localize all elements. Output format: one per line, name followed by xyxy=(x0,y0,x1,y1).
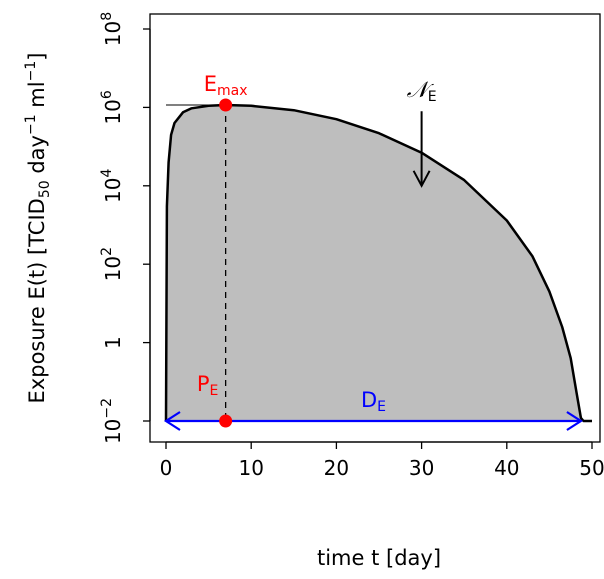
y-tick-label: 104 xyxy=(99,169,125,203)
duration-label: DE xyxy=(361,388,386,415)
y-axis-label: Exposure E(t) [TCID50 day−1 ml−1] xyxy=(23,53,53,404)
peak-time-label: PE xyxy=(197,372,219,399)
y-label-close: ] xyxy=(25,53,49,61)
y-tick-base: 10 xyxy=(101,99,125,124)
x-tick-label: 40 xyxy=(494,456,519,480)
y-tick-exponent: −2 xyxy=(99,398,115,419)
series-area-fill xyxy=(166,105,592,421)
series-line xyxy=(164,103,592,423)
y-label-sub: 50 xyxy=(37,180,53,198)
exposure-integral-label: 𝒩E xyxy=(407,78,437,105)
y-tick-label: 106 xyxy=(99,90,125,124)
y-tick-base: 10 xyxy=(101,178,125,203)
x-tick-label: 0 xyxy=(160,456,173,480)
x-tick-label: 10 xyxy=(238,456,263,480)
emax-label-sub: max xyxy=(217,83,248,99)
y-tick-label: 10−2 xyxy=(99,398,125,444)
duration-arrow-head-left xyxy=(163,411,181,431)
y-label-exp-b: −1 xyxy=(23,61,39,82)
y-label-unit-b: ml xyxy=(25,81,49,114)
x-tick-label: 50 xyxy=(579,456,604,480)
y-label-unit-a: day xyxy=(25,135,49,180)
y-label-exp-a: −1 xyxy=(23,114,39,135)
y-tick-base: 10 xyxy=(101,21,125,46)
y-tick-base: 1 xyxy=(101,336,125,349)
y-label-main: Exposure E(t) [TCID xyxy=(25,198,49,403)
emax-point xyxy=(219,98,233,112)
x-tick-label: 30 xyxy=(409,456,434,480)
emax-label-main: E xyxy=(204,72,217,96)
peak-time-label-sub: E xyxy=(210,383,219,399)
exposure-integral-arrow-head xyxy=(412,170,431,188)
series-area-layer xyxy=(164,103,592,423)
duration-arrow-head-right xyxy=(566,411,583,431)
y-tick-label: 108 xyxy=(99,12,125,46)
y-tick-exponent: 4 xyxy=(99,169,115,178)
x-tick-label: 20 xyxy=(324,456,349,480)
x-axis-label: time t [day] xyxy=(317,546,441,570)
x-axis: 0 10 20 30 40 50 xyxy=(160,441,604,480)
y-tick-label: 1 xyxy=(101,336,125,349)
y-tick-base: 10 xyxy=(101,256,125,281)
peak-time-point xyxy=(219,414,233,428)
exposure-integral-label-sub: E xyxy=(428,89,437,105)
duration-label-main: D xyxy=(361,388,377,412)
duration-label-sub: E xyxy=(377,399,386,415)
emax-label: Emax xyxy=(204,72,248,99)
y-tick-base: 10 xyxy=(101,419,125,444)
y-tick-exponent: 2 xyxy=(99,247,115,256)
y-tick-exponent: 8 xyxy=(99,12,115,21)
y-tick-label: 102 xyxy=(99,247,125,281)
peak-time-label-main: P xyxy=(197,372,210,396)
y-tick-exponent: 6 xyxy=(99,90,115,99)
